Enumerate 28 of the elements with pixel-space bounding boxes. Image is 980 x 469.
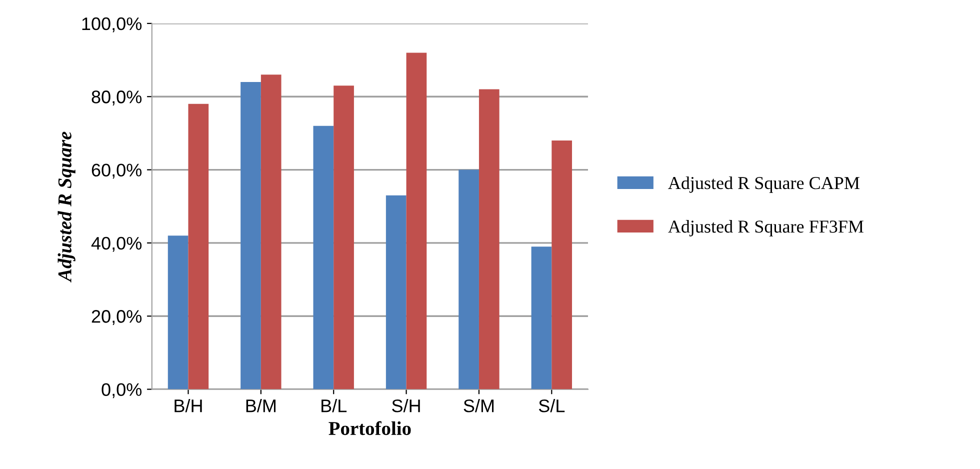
x-tick-label: S/H xyxy=(392,398,420,412)
y-tick-label: 60,0% xyxy=(92,164,142,179)
x-tick-label: S/M xyxy=(464,398,494,412)
legend-label: Adjusted R Square CAPM xyxy=(668,176,860,193)
bar xyxy=(478,89,500,390)
bar xyxy=(260,74,282,390)
bar xyxy=(334,86,354,390)
x-tick-label: S/L xyxy=(538,398,565,412)
bar xyxy=(313,126,334,390)
bar xyxy=(531,246,552,390)
x-axis-title: Portofolio xyxy=(328,421,411,436)
bar xyxy=(168,236,188,390)
bar xyxy=(406,52,427,390)
x-tick-label: B/M xyxy=(246,398,276,412)
x-tick-label: B/H xyxy=(174,398,202,412)
bar xyxy=(240,82,261,390)
bar xyxy=(386,195,406,390)
bar xyxy=(188,104,209,390)
y-tick-label: 100,0% xyxy=(82,17,142,32)
y-tick-label: 20,0% xyxy=(92,310,142,325)
x-tick-label: B/L xyxy=(322,398,347,412)
bar xyxy=(552,140,572,390)
y-axis-title: Adjusted R Square xyxy=(58,132,76,282)
y-tick-label: 40,0% xyxy=(91,236,142,252)
y-tick-label: 80,0% xyxy=(92,90,142,106)
y-tick-label: 0,0% xyxy=(102,383,142,398)
legend-label: Adjusted R Square FF3FM xyxy=(668,220,864,236)
bar xyxy=(458,170,479,390)
